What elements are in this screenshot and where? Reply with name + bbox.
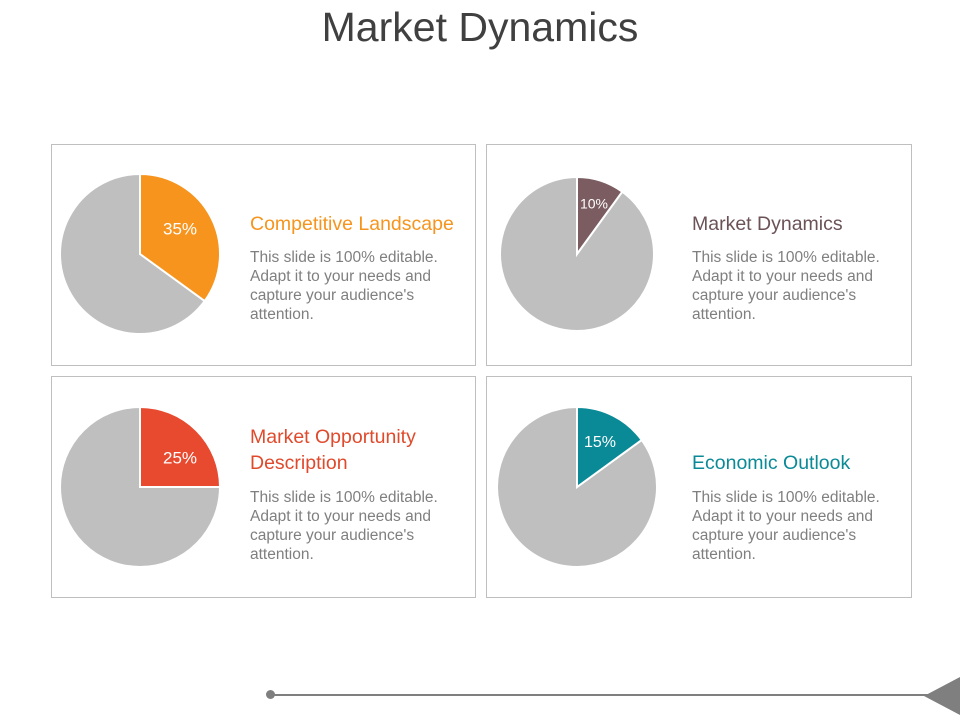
card-body-text: This slide is 100% editable. Adapt it to… <box>692 249 880 323</box>
card-heading: Market Opportunity Description <box>250 426 416 474</box>
card-heading: Market Dynamics <box>692 213 843 235</box>
pie-value-label: 15% <box>584 434 616 451</box>
card-market-opportunity: 25% Market Opportunity Description This … <box>51 376 476 598</box>
card-body-text: This slide is 100% editable. Adapt it to… <box>692 489 880 563</box>
pie-value-label: 25% <box>163 448 197 467</box>
card-economic-outlook: 15% Economic Outlook This slide is 100% … <box>486 376 912 598</box>
pie-slice-remainder <box>59 172 207 335</box>
footer-line <box>270 694 942 696</box>
card-body-text: This slide is 100% editable. Adapt it to… <box>250 489 438 563</box>
card-body-text: This slide is 100% editable. Adapt it to… <box>250 249 438 323</box>
card-heading: Competitive Landscape <box>250 213 454 235</box>
card-competitive-landscape: 35% Competitive Landscape This slide is … <box>51 144 476 366</box>
card-market-dynamics: 10% Market Dynamics This slide is 100% e… <box>486 144 912 366</box>
pie-chart: 35% <box>59 172 221 335</box>
pie-slice-value <box>139 405 222 488</box>
pie-slice-value <box>576 175 624 258</box>
pie-chart: 10% <box>499 175 655 332</box>
pie-chart: 25% <box>59 405 222 568</box>
pie-slice-value <box>576 405 644 489</box>
slide-title: Market Dynamics <box>321 4 639 50</box>
pie-value-label: 35% <box>163 219 197 238</box>
footer-arrow-icon <box>924 677 960 715</box>
pie-chart: 15% <box>496 405 658 568</box>
card-heading: Economic Outlook <box>692 452 851 474</box>
pie-value-label: 10% <box>580 196 608 212</box>
footer-dot <box>266 690 275 699</box>
pie-slice-value <box>139 172 221 303</box>
